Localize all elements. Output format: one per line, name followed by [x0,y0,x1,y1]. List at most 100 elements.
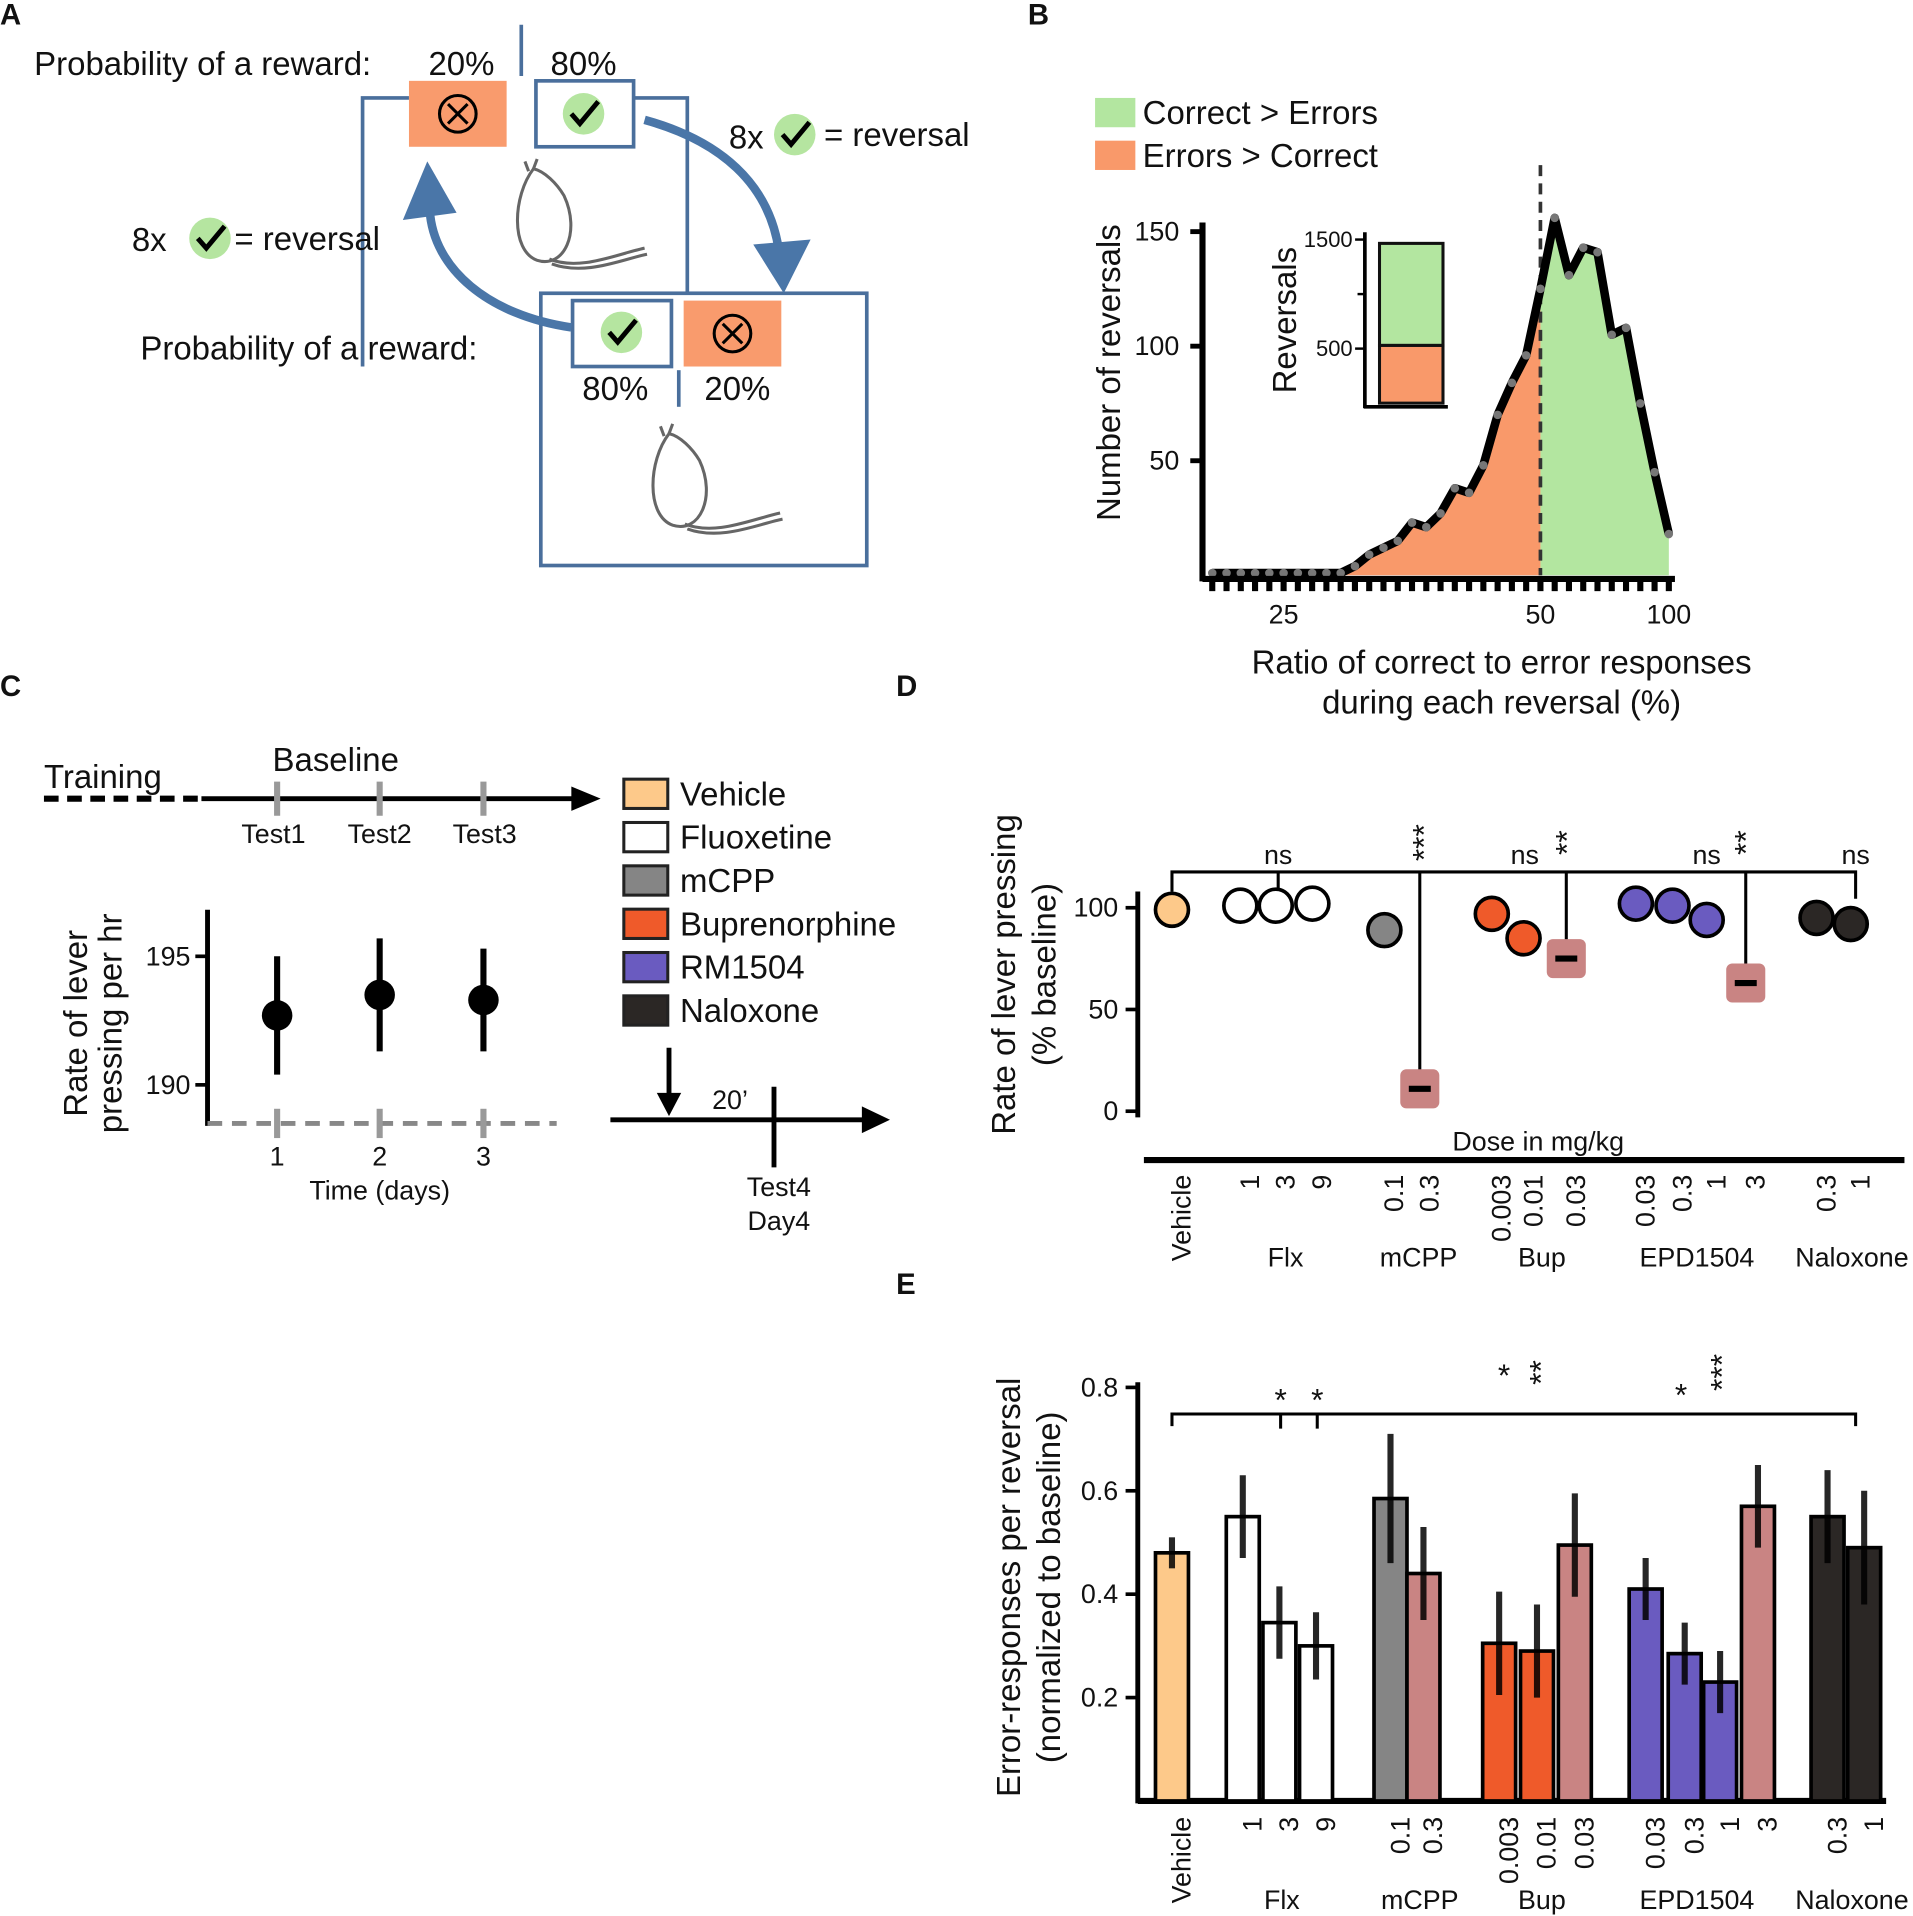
point [364,979,395,1011]
arrow-head [402,161,457,221]
y-tick-label: 1500 [1304,227,1353,252]
point [1607,330,1617,339]
group-label: mCPP [1380,1243,1458,1273]
point [1379,543,1388,553]
dot [1654,887,1691,925]
point [1550,213,1559,223]
point [1578,243,1588,252]
x-tick-label: 0.003 [1494,1817,1524,1884]
rat [516,158,648,270]
legend-swatch [622,864,670,897]
point [1250,568,1260,578]
percent: 20% [704,370,770,407]
point [1307,568,1317,578]
group-label: Bup [1518,1885,1566,1915]
arrow-head [571,786,601,811]
dot [1798,899,1835,937]
arrow [425,209,572,332]
x-tick-label: 50 [1525,599,1555,629]
y-axis-label: (% baseline) [1025,883,1062,1066]
phase-label: Training [44,758,162,795]
test-label: Test4 [747,1172,811,1202]
significance: ns [1264,840,1292,870]
x-tick-label: 0.003 [1487,1175,1517,1242]
point [1350,561,1360,571]
point [1322,568,1331,578]
reversal-count: 8x [132,221,167,258]
x-tick-label: 0.3 [1418,1817,1448,1854]
legend-swatch [622,994,670,1027]
x-axis-label: Time (days) [309,1176,450,1206]
reversal-count: 8x [729,119,764,156]
x-tick-label: 0.03 [1640,1817,1670,1869]
dot [1222,887,1259,925]
y-axis-label: Reversals [1266,247,1303,394]
bar [1153,1550,1191,1803]
point [1450,483,1460,493]
significance: ns [1511,840,1539,870]
point [1464,488,1474,498]
bar [1627,1587,1664,1803]
test-label: Day4 [748,1206,811,1236]
x-tick-label: 1 [1859,1817,1889,1832]
significance: ** [1523,1360,1559,1385]
y-tick-label: 190 [146,1070,191,1100]
significance: *** [1703,1354,1739,1391]
y-axis-label: Rate of lever [57,930,94,1117]
point [1207,568,1217,578]
legend-swatch [622,950,670,984]
point [1621,323,1631,333]
reward-icon [563,93,605,135]
y-axis-label: Rate of lever pressing [985,814,1022,1135]
x-tick-label: 1 [1701,1175,1731,1190]
group-label: Flx [1268,1243,1304,1273]
y-tick-label: 500 [1316,336,1353,361]
x-tick-label: 1 [1846,1175,1876,1190]
percent: 80% [551,45,617,82]
x-tick-label: 1 [1238,1817,1268,1832]
x-axis-label: Ratio of correct to error responses [1252,643,1752,680]
y-axis-label: pressing per hr [91,913,128,1133]
y-tick-label: 195 [146,941,191,971]
reversal-text: = reversal [234,220,380,257]
legend-label: mCPP [680,862,775,899]
point [1664,529,1674,539]
dot [1617,885,1655,922]
group-label: Naloxone [1795,1243,1908,1273]
test-label: Test3 [453,819,517,849]
y-tick-label: 50 [1149,446,1179,476]
point [1222,568,1231,578]
x-tick-label: 1 [1235,1175,1265,1190]
significance: ** [1548,830,1584,855]
significance: * [1498,1357,1510,1393]
test-ticks [274,781,487,816]
significance: *** [1405,824,1441,861]
point [1279,568,1288,578]
point [261,1000,293,1031]
group-label: mCPP [1381,1885,1459,1915]
x-tick-label: 0.3 [1415,1175,1445,1212]
point [1265,568,1274,578]
bar-segment [1377,241,1445,347]
legend-swatch [622,777,670,810]
x-tick-label: 0.01 [1532,1817,1562,1869]
rat [651,423,783,535]
delay-label: 20’ [712,1085,748,1115]
arrow-head [656,1092,682,1117]
reward-icon [774,114,816,156]
legend-swatch [622,820,670,854]
legend-label: Correct > Errors [1143,94,1378,131]
legend-label: Fluoxetine [680,819,832,856]
dot [1473,895,1511,933]
point [1393,536,1403,546]
point [468,984,499,1016]
dot [1832,905,1870,943]
x-tick-label: 0.3 [1811,1175,1841,1212]
arrow-head [861,1106,890,1134]
x-tick-label: 3 [1271,1175,1301,1190]
significance: * [1311,1381,1323,1417]
cage-outline [360,96,690,367]
bar [1739,1504,1777,1803]
arrow [643,115,784,252]
